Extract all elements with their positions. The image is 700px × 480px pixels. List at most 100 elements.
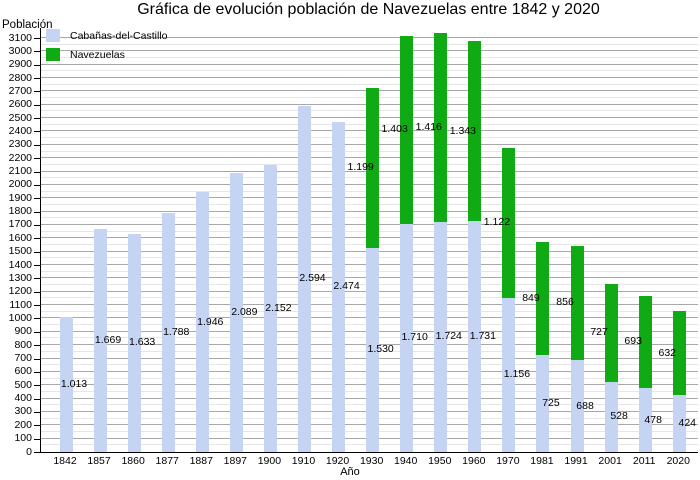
y-axis-tick (34, 251, 40, 253)
x-axis-tick-label: 1940 (394, 455, 418, 467)
legend-label-navezuelas: Navezuelas (70, 48, 125, 61)
bar-segment-navezuelas (604, 284, 618, 382)
x-axis-tick-label: 1860 (121, 455, 145, 467)
y-axis-tick-label: 2700 (8, 84, 32, 97)
x-axis-tick-label: 1897 (223, 455, 248, 467)
bar-segment-navezuelas (502, 147, 516, 298)
y-axis-tick-label: 2200 (8, 151, 32, 164)
y-axis-tick (34, 38, 40, 39)
bar-segment-navezuelas (400, 36, 414, 224)
x-axis-title: Año (340, 466, 360, 478)
x-axis-tick-label: 1900 (257, 455, 282, 467)
y-axis-tick-label: 500 (14, 378, 32, 391)
y-axis-tick (34, 331, 40, 333)
major-gridline (41, 37, 698, 38)
y-axis-tick (34, 452, 40, 453)
y-axis-tick (34, 158, 40, 160)
chart-title: Gráfica de evolución población de Navezu… (137, 1, 600, 18)
bar-value-label: 1.710 (401, 331, 428, 344)
bar-value-label: 693 (624, 335, 642, 348)
x-axis-tick-label: 1960 (462, 455, 486, 467)
bar-value-label: 1.731 (469, 329, 496, 342)
bar-segment-navezuelas (536, 241, 550, 356)
x-axis-tick-label: 1857 (87, 455, 111, 467)
y-axis-tick (34, 211, 40, 213)
y-axis-tick-label: 2600 (8, 98, 32, 111)
y-axis-tick (34, 318, 40, 320)
y-axis-tick (34, 238, 40, 240)
y-axis-tick (34, 358, 40, 360)
minor-gridline (41, 43, 698, 45)
y-axis-tick (34, 345, 40, 347)
x-axis-tick-label: 2001 (598, 455, 622, 467)
legend-item-navezuelas: Navezuelas (46, 48, 167, 61)
x-axis-tick-label: 1877 (155, 455, 179, 467)
y-axis-tick-label: 900 (14, 325, 32, 338)
y-axis-tick-label: 2900 (8, 58, 32, 71)
legend-swatch-cabanas-icon (46, 29, 60, 42)
bar-value-label: 1.156 (503, 368, 531, 381)
bar-value-label: 1.416 (415, 120, 442, 133)
bar-segment-cabanas (195, 192, 209, 452)
y-axis-tick (34, 425, 40, 427)
x-axis-tick-label: 1887 (189, 455, 213, 467)
y-axis-tick (34, 64, 40, 66)
bar-value-label: 1.788 (163, 326, 190, 339)
y-axis-tick (34, 371, 40, 373)
bar-value-label: 2.474 (333, 280, 360, 293)
y-axis-tick-label: 1600 (8, 231, 32, 244)
x-axis-tick-label: 1910 (291, 455, 316, 467)
y-axis-tick-label: 2300 (8, 138, 32, 151)
y-axis-tick-label: 300 (14, 405, 32, 418)
bar-value-label: 478 (644, 413, 662, 426)
y-axis-tick-label: 1300 (8, 271, 32, 284)
bar-segment-navezuelas (672, 311, 686, 396)
legend-label-cabanas: Cabañas-del-Castillo (70, 29, 168, 42)
y-axis-tick-label: 700 (14, 352, 32, 365)
y-axis-tick-label: 2800 (8, 71, 32, 84)
y-axis-tick (34, 131, 40, 133)
bar-value-label: 2.594 (299, 272, 326, 285)
bar-segment-cabanas (604, 381, 618, 452)
y-axis-tick (34, 224, 40, 226)
bar-value-label: 1.633 (128, 336, 156, 349)
bar-segment-cabanas (93, 229, 107, 452)
bar-segment-cabanas (502, 297, 516, 452)
y-axis-tick (34, 51, 40, 53)
y-axis-tick (34, 385, 40, 387)
y-axis-tick (34, 118, 40, 120)
major-gridline (41, 77, 698, 79)
y-axis-tick-label: 1900 (8, 191, 32, 204)
y-axis-tick (34, 144, 40, 146)
bar-segment-navezuelas (570, 245, 584, 361)
bar-segment-navezuelas (366, 87, 380, 248)
bar-value-label: 1.199 (347, 161, 374, 174)
x-axis-tick-label: 1970 (496, 455, 520, 467)
y-axis-tick (34, 438, 40, 440)
y-axis-title: Población (2, 19, 53, 31)
bar-segment-cabanas (570, 360, 584, 452)
bar-value-label: 528 (610, 410, 628, 423)
bar-segment-cabanas (468, 220, 482, 452)
bar-value-label: 1.343 (449, 124, 476, 137)
bar-value-label: 688 (576, 399, 594, 412)
y-axis-tick-label: 1100 (9, 298, 32, 311)
y-axis-tick-label: 2400 (8, 124, 32, 137)
bar-value-label: 2.152 (265, 301, 292, 314)
y-axis-tick-label: 0 (26, 445, 32, 458)
legend-item-cabanas-del-castillo: Cabañas-del-Castillo (46, 29, 167, 42)
bar-value-label: 2.089 (231, 306, 258, 318)
y-axis-tick-label: 1500 (8, 245, 32, 258)
y-axis-tick-label: 2500 (8, 111, 32, 124)
y-axis-tick (34, 91, 40, 93)
x-axis-tick-label: 1930 (359, 455, 384, 467)
y-axis-tick-label: 3000 (8, 44, 32, 57)
major-gridline (41, 63, 698, 65)
bar-value-label: 1.669 (94, 334, 122, 347)
bar-segment-cabanas (59, 316, 73, 452)
legend: Cabañas-del-Castillo Navezuelas (46, 29, 167, 67)
y-axis-tick-label: 800 (14, 338, 32, 351)
bar-segment-cabanas (127, 233, 141, 452)
y-axis-tick-label: 1000 (8, 311, 32, 324)
